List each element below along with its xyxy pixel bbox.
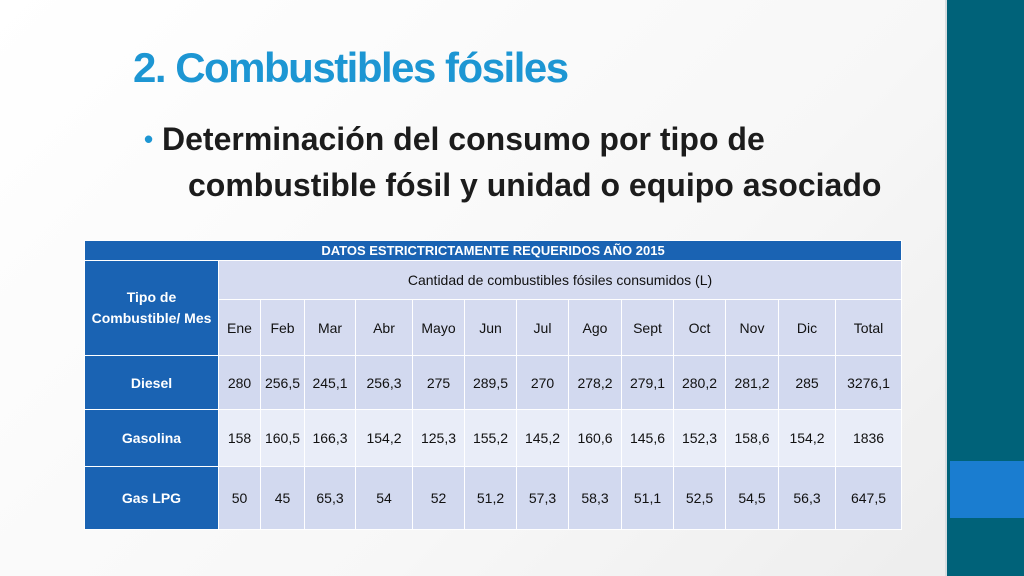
total-cell: 647,5: [834, 466, 903, 530]
corner-header: Tipo de Combustible/ Mes: [84, 260, 219, 356]
value-cell: 50: [218, 466, 261, 530]
month-header: Mayo: [412, 299, 465, 356]
month-header: Feb: [260, 299, 305, 356]
table-row-diesel: Diesel 280 256,5 245,1 256,3 275 289,5 2…: [84, 355, 903, 410]
bullet-text: Determinación del consumo por tipo de co…: [162, 121, 882, 203]
value-cell: 289,5: [464, 355, 517, 410]
value-cell: 152,3: [673, 409, 726, 467]
month-header: Nov: [725, 299, 779, 356]
value-cell: 160,5: [260, 409, 305, 467]
month-header: Jun: [464, 299, 517, 356]
month-header: Ene: [218, 299, 261, 356]
month-header: Abr: [355, 299, 413, 356]
value-cell: 52: [412, 466, 465, 530]
group-header: Cantidad de combustibles fósiles consumi…: [217, 260, 903, 300]
side-divider: [945, 0, 948, 576]
value-cell: 45: [260, 466, 305, 530]
bullet-icon: •: [144, 124, 154, 154]
value-cell: 285: [778, 355, 836, 410]
month-header: Oct: [673, 299, 726, 356]
value-cell: 166,3: [304, 409, 356, 467]
value-cell: 280: [218, 355, 261, 410]
month-header: Sept: [621, 299, 674, 356]
value-cell: 160,6: [568, 409, 622, 467]
month-header: Jul: [516, 299, 569, 356]
value-cell: 281,2: [725, 355, 779, 410]
value-cell: 56,3: [778, 466, 836, 530]
value-cell: 256,5: [260, 355, 305, 410]
value-cell: 125,3: [412, 409, 465, 467]
value-cell: 57,3: [516, 466, 569, 530]
value-cell: 154,2: [355, 409, 413, 467]
row-label: Gasolina: [84, 409, 219, 467]
value-cell: 54,5: [725, 466, 779, 530]
value-cell: 158,6: [725, 409, 779, 467]
value-cell: 51,2: [464, 466, 517, 530]
month-header: Dic: [778, 299, 836, 356]
value-cell: 270: [516, 355, 569, 410]
table-row-gasolina: Gasolina 158 160,5 166,3 154,2 125,3 155…: [84, 409, 903, 467]
value-cell: 278,2: [568, 355, 622, 410]
side-accent-decoration: [950, 461, 1024, 518]
value-cell: 279,1: [621, 355, 674, 410]
value-cell: 58,3: [568, 466, 622, 530]
value-cell: 145,2: [516, 409, 569, 467]
value-cell: 245,1: [304, 355, 356, 410]
value-cell: 275: [412, 355, 465, 410]
value-cell: 154,2: [778, 409, 836, 467]
row-label: Diesel: [84, 355, 219, 410]
slide-title: 2. Combustibles fósiles: [133, 44, 569, 91]
value-cell: 52,5: [673, 466, 726, 530]
total-cell: 1836: [834, 409, 903, 467]
value-cell: 65,3: [304, 466, 356, 530]
value-cell: 256,3: [355, 355, 413, 410]
total-header: Total: [834, 299, 903, 356]
value-cell: 54: [355, 466, 413, 530]
fuel-consumption-table: DATOS ESTRICTRICTAMENTE REQUERIDOS AÑO 2…: [83, 240, 903, 530]
value-cell: 51,1: [621, 466, 674, 530]
value-cell: 280,2: [673, 355, 726, 410]
bullet-point: • Determinación del consumo por tipo de …: [144, 116, 932, 208]
table-caption: DATOS ESTRICTRICTAMENTE REQUERIDOS AÑO 2…: [83, 240, 903, 261]
value-cell: 145,6: [621, 409, 674, 467]
month-header: Mar: [304, 299, 356, 356]
row-label: Gas LPG: [84, 466, 219, 530]
table-row-gas-lpg: Gas LPG 50 45 65,3 54 52 51,2 57,3 58,3 …: [84, 466, 903, 530]
value-cell: 158: [218, 409, 261, 467]
month-header: Ago: [568, 299, 622, 356]
total-cell: 3276,1: [834, 355, 903, 410]
value-cell: 155,2: [464, 409, 517, 467]
